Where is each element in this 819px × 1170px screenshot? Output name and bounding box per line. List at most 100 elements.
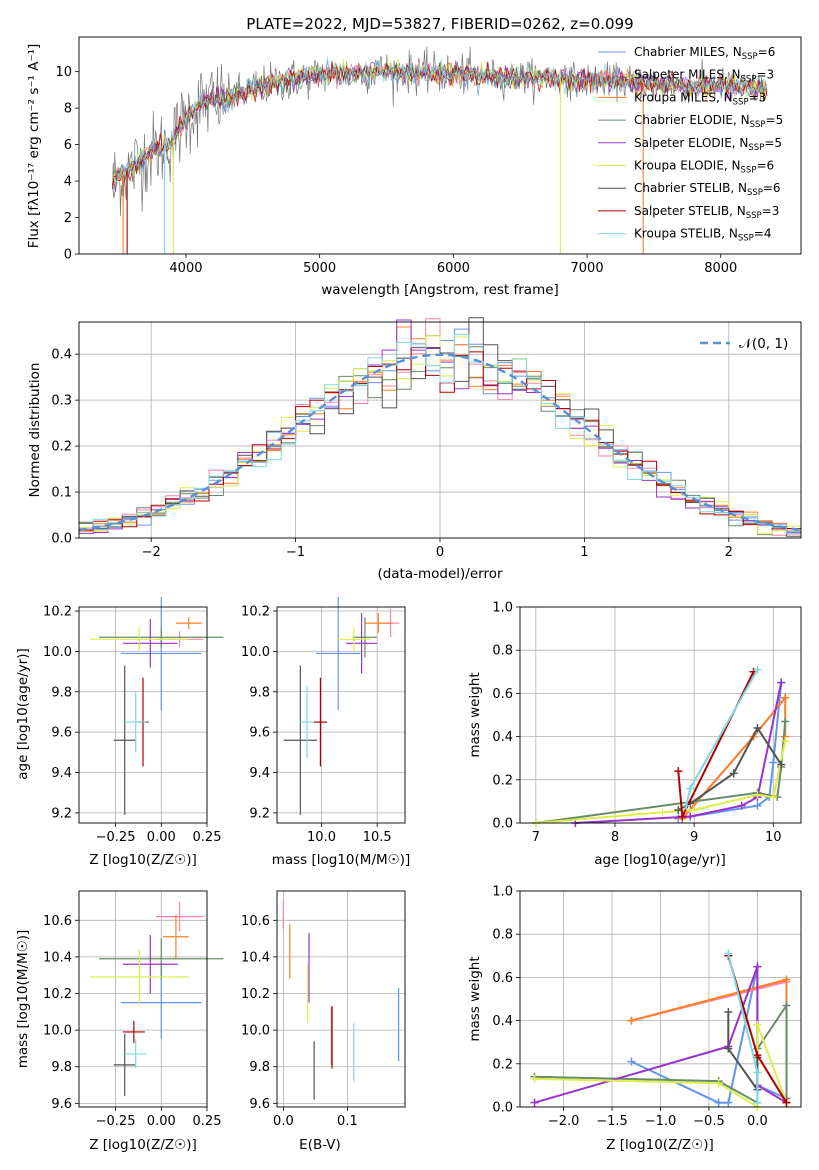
weight-z-frame [519, 890, 802, 1108]
age-mass-ytick-label: 10.0 [241, 645, 270, 660]
spectrum-axes: 4000 5000 6000 7000 8000 0 2 4 6 8 10 [55, 65, 737, 276]
residual-ytick-label: 0.4 [51, 348, 72, 363]
residual-histogram-step [79, 347, 801, 531]
weight-age-xtick-label: 8 [611, 830, 619, 845]
age-z-ytick-label: 9.8 [51, 685, 72, 700]
age-z-xlabel: Z [log10(Z/Z☉)] [89, 852, 197, 868]
weight-z-xtick-label: −1.5 [596, 1114, 628, 1129]
residual-xtick-label: 1 [580, 545, 588, 560]
weight-age-point-marker [682, 801, 691, 810]
mass-ebv-ytick-label: 9.6 [249, 1097, 270, 1112]
age-mass-ytick-label: 9.6 [249, 726, 270, 741]
weight-age-point-marker [777, 760, 786, 769]
mass-ebv-ytick-label: 10.0 [241, 1024, 270, 1039]
mass-ebv-ytick-label: 10.4 [241, 950, 270, 965]
weight-age-ytick-label: 0.0 [492, 817, 513, 832]
weight-z-point-marker [753, 1051, 762, 1060]
residual-xtick-label: −2 [142, 545, 161, 560]
weight-z-xtick-label: −1.0 [645, 1114, 677, 1129]
spectrum-ytick-label: 10 [55, 65, 72, 80]
mass-ebv-xlabel: E(B-V) [299, 1137, 341, 1153]
mass-z-xtick-label: 0.00 [147, 1114, 176, 1129]
residual-xtick-label: 0 [436, 545, 444, 560]
age-z-xtick-label: 0.25 [193, 830, 222, 845]
weight-age-point-marker [674, 767, 683, 776]
normal-pdf-curve [78, 353, 802, 532]
age-z-ytick-label: 10.0 [43, 645, 72, 660]
age-mass-xtick-label: 10.5 [363, 830, 392, 845]
weight-age-point-marker [753, 801, 762, 810]
mass-ebv-ytick-label: 9.8 [249, 1060, 270, 1075]
legend-entry: Salpeter ELODIE, NSSP=5 [634, 136, 782, 153]
weight-age-xlabel: age [log10(age/yr)] [594, 852, 726, 868]
weight-age-point-marker [658, 808, 667, 817]
weight-age-point-marker [753, 665, 762, 674]
age-mass-ytick-label: 9.4 [249, 766, 270, 781]
spectrum-ytick-label: 8 [64, 102, 72, 117]
legend-entry: Kroupa STELIB, NSSP=4 [634, 227, 772, 244]
mass-z-xtick-label: 0.25 [193, 1114, 222, 1129]
spectrum-model-line [112, 57, 768, 192]
spectrum-ytick-label: 2 [64, 211, 72, 226]
mass-ebv-xtick-label: 0.0 [273, 1114, 294, 1129]
age-z-xtick-label: 0.00 [147, 830, 176, 845]
age-z-ytick-label: 9.4 [51, 766, 72, 781]
weight-age-point-marker [753, 790, 762, 799]
age-mass-frame [276, 606, 406, 824]
weight-age-ylabel: mass weight [467, 672, 483, 757]
age-z-xtick-label: −0.25 [96, 830, 136, 845]
weight-z-point-marker [753, 1098, 762, 1107]
residual-histogram-step [79, 333, 801, 535]
weight-age-plot-area [531, 665, 790, 827]
weight-z-xtick-label: −2.0 [548, 1114, 580, 1129]
residual-ytick-label: 0.2 [51, 440, 72, 455]
spectrum-ytick-label: 4 [64, 175, 72, 190]
residual-ytick-label: 0.1 [51, 486, 72, 501]
mass-z-ylabel: mass [log10(M/M☉)] [15, 930, 31, 1069]
mass-ebv-ytick-label: 10.2 [241, 987, 270, 1002]
weight-z-point-marker [714, 1098, 723, 1107]
spectrum-plot-area [112, 46, 768, 254]
age-z-ylabel: age [log10(age/yr)] [15, 648, 31, 780]
weight-age-point-marker [729, 769, 738, 778]
residual-ylabel: Normed distribution [27, 363, 43, 498]
age-mass-xtick-label: 10.0 [307, 830, 336, 845]
mass-z-ytick-label: 10.4 [43, 950, 72, 965]
mass-z-frame [78, 890, 208, 1108]
weight-z-ytick-label: 0.0 [492, 1101, 513, 1116]
weight-z-ylabel: mass weight [467, 956, 483, 1041]
residual-xlabel: (data-model)/error [377, 566, 503, 582]
weight-z-ytick-label: 1.0 [492, 885, 513, 900]
weight-age-xtick-label: 9 [690, 830, 698, 845]
weight-age-point-marker [686, 784, 695, 793]
weight-age-point-marker [781, 736, 790, 745]
weight-z-point-marker [753, 1068, 762, 1077]
mass-ebv-xtick-label: 0.1 [337, 1114, 358, 1129]
spectrum-xtick-label: 5000 [303, 261, 336, 276]
mass-z-xlabel: Z [log10(Z/Z☉)] [89, 1137, 197, 1153]
mass-z-ytick-label: 10.2 [43, 987, 72, 1002]
spectrum-xtick-label: 6000 [437, 261, 470, 276]
weight-age-point-marker [769, 758, 778, 767]
mass-z-ytick-label: 10.6 [43, 914, 72, 929]
age-z-ytick-label: 9.2 [51, 806, 72, 821]
weight-z-point-marker [753, 1020, 762, 1029]
weight-z-point-marker [782, 975, 791, 984]
weight-z-point-marker [627, 1016, 636, 1025]
legend-entry: Kroupa MILES, NSSP=3 [634, 90, 766, 107]
spectrum-xtick-label: 7000 [571, 261, 604, 276]
weight-z-ytick-label: 0.4 [492, 1014, 513, 1029]
age-mass-xlabel: mass [log10(M/M☉)] [272, 852, 411, 868]
spectrum-xlabel: wavelength [Angstrom, rest frame] [321, 282, 559, 298]
age-mass-plot-area [283, 596, 400, 815]
residual-xtick-label: 2 [725, 545, 733, 560]
legend-entry: Kroupa ELODIE, NSSP=6 [634, 159, 774, 176]
residual-xtick-label: −1 [286, 545, 305, 560]
weight-age-xtick-label: 10 [765, 830, 782, 845]
weight-z-xlabel: Z [log10(Z/Z☉)] [606, 1137, 714, 1153]
mass-ebv-frame [276, 890, 406, 1108]
weight-age-axes: 7 8 9 10 0.0 0.2 0.4 0.6 0.8 1.0 [492, 601, 801, 845]
weight-age-point-marker [781, 717, 790, 726]
